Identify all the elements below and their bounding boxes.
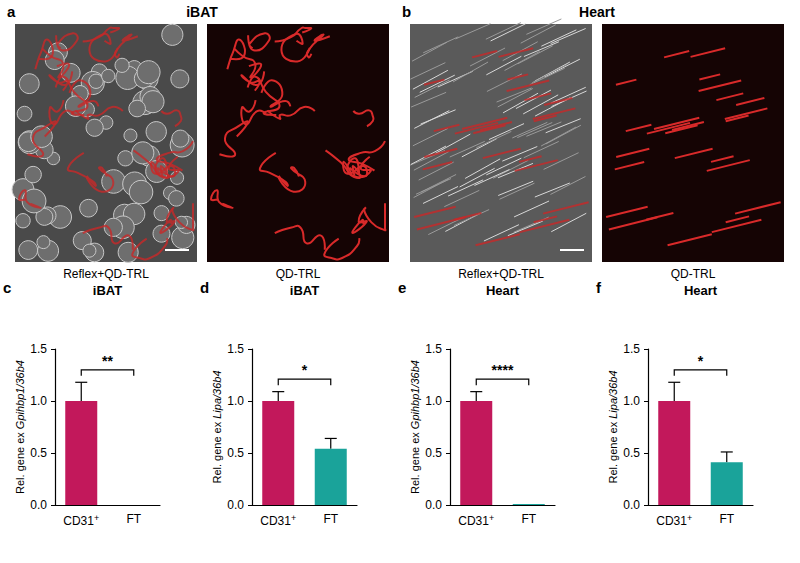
- svg-text:CD31: CD31: [260, 514, 291, 528]
- svg-text:Lipa/36b4: Lipa/36b4: [211, 370, 223, 418]
- svg-text:Gpihbp1/36b4: Gpihbp1/36b4: [409, 360, 421, 429]
- svg-text:Rel. gene ex: Rel. gene ex: [607, 419, 619, 484]
- svg-text:*: *: [302, 362, 308, 378]
- svg-text:1.5: 1.5: [227, 342, 244, 356]
- svg-text:0.5: 0.5: [30, 446, 47, 460]
- svg-text:1.0: 1.0: [425, 394, 442, 408]
- svg-text:**: **: [102, 353, 113, 369]
- svg-text:FT: FT: [719, 512, 734, 526]
- svg-text:Heart: Heart: [579, 4, 615, 20]
- svg-text:Reflex+QD-TRL: Reflex+QD-TRL: [63, 267, 149, 281]
- svg-text:f: f: [596, 279, 602, 296]
- svg-text:+: +: [291, 513, 296, 523]
- svg-text:+: +: [94, 513, 99, 523]
- svg-text:iBAT: iBAT: [290, 283, 319, 298]
- svg-text:Lipa/36b4: Lipa/36b4: [607, 370, 619, 418]
- svg-text:QD-TRL: QD-TRL: [671, 267, 716, 281]
- svg-text:1.0: 1.0: [623, 394, 640, 408]
- svg-text:0.5: 0.5: [425, 446, 442, 460]
- svg-text:Rel. gene ex: Rel. gene ex: [211, 419, 223, 484]
- svg-text:iBAT: iBAT: [93, 283, 122, 298]
- svg-text:*: *: [698, 353, 704, 369]
- svg-text:c: c: [3, 279, 11, 296]
- svg-text:a: a: [7, 3, 16, 20]
- svg-text:0.0: 0.0: [30, 498, 47, 512]
- svg-text:Reflex+QD-TRL: Reflex+QD-TRL: [458, 267, 544, 281]
- svg-text:0.0: 0.0: [623, 498, 640, 512]
- svg-text:1.0: 1.0: [30, 394, 47, 408]
- svg-text:e: e: [398, 279, 406, 296]
- svg-text:0.5: 0.5: [227, 446, 244, 460]
- svg-text:b: b: [402, 3, 411, 20]
- svg-text:+: +: [687, 513, 692, 523]
- svg-text:CD31: CD31: [63, 514, 94, 528]
- svg-text:1.5: 1.5: [30, 342, 47, 356]
- svg-text:0.5: 0.5: [623, 446, 640, 460]
- svg-text:d: d: [200, 279, 209, 296]
- svg-text:Rel. gene ex: Rel. gene ex: [14, 429, 26, 494]
- svg-text:FT: FT: [126, 512, 141, 526]
- svg-text:FT: FT: [323, 512, 338, 526]
- svg-text:0.0: 0.0: [425, 498, 442, 512]
- svg-text:CD31: CD31: [656, 514, 687, 528]
- svg-text:iBAT: iBAT: [186, 4, 218, 20]
- svg-text:1.5: 1.5: [623, 342, 640, 356]
- svg-text:FT: FT: [521, 512, 536, 526]
- svg-text:CD31: CD31: [458, 514, 489, 528]
- svg-text:1.0: 1.0: [227, 394, 244, 408]
- svg-text:+: +: [489, 513, 494, 523]
- svg-text:Heart: Heart: [684, 283, 718, 298]
- svg-text:0.0: 0.0: [227, 498, 244, 512]
- svg-text:Heart: Heart: [486, 283, 520, 298]
- svg-text:1.5: 1.5: [425, 342, 442, 356]
- svg-text:Gpihbp1/36b4: Gpihbp1/36b4: [14, 360, 26, 429]
- svg-text:Rel. gene ex: Rel. gene ex: [409, 429, 421, 494]
- svg-text:QD-TRL: QD-TRL: [276, 267, 321, 281]
- svg-text:****: ****: [492, 362, 514, 378]
